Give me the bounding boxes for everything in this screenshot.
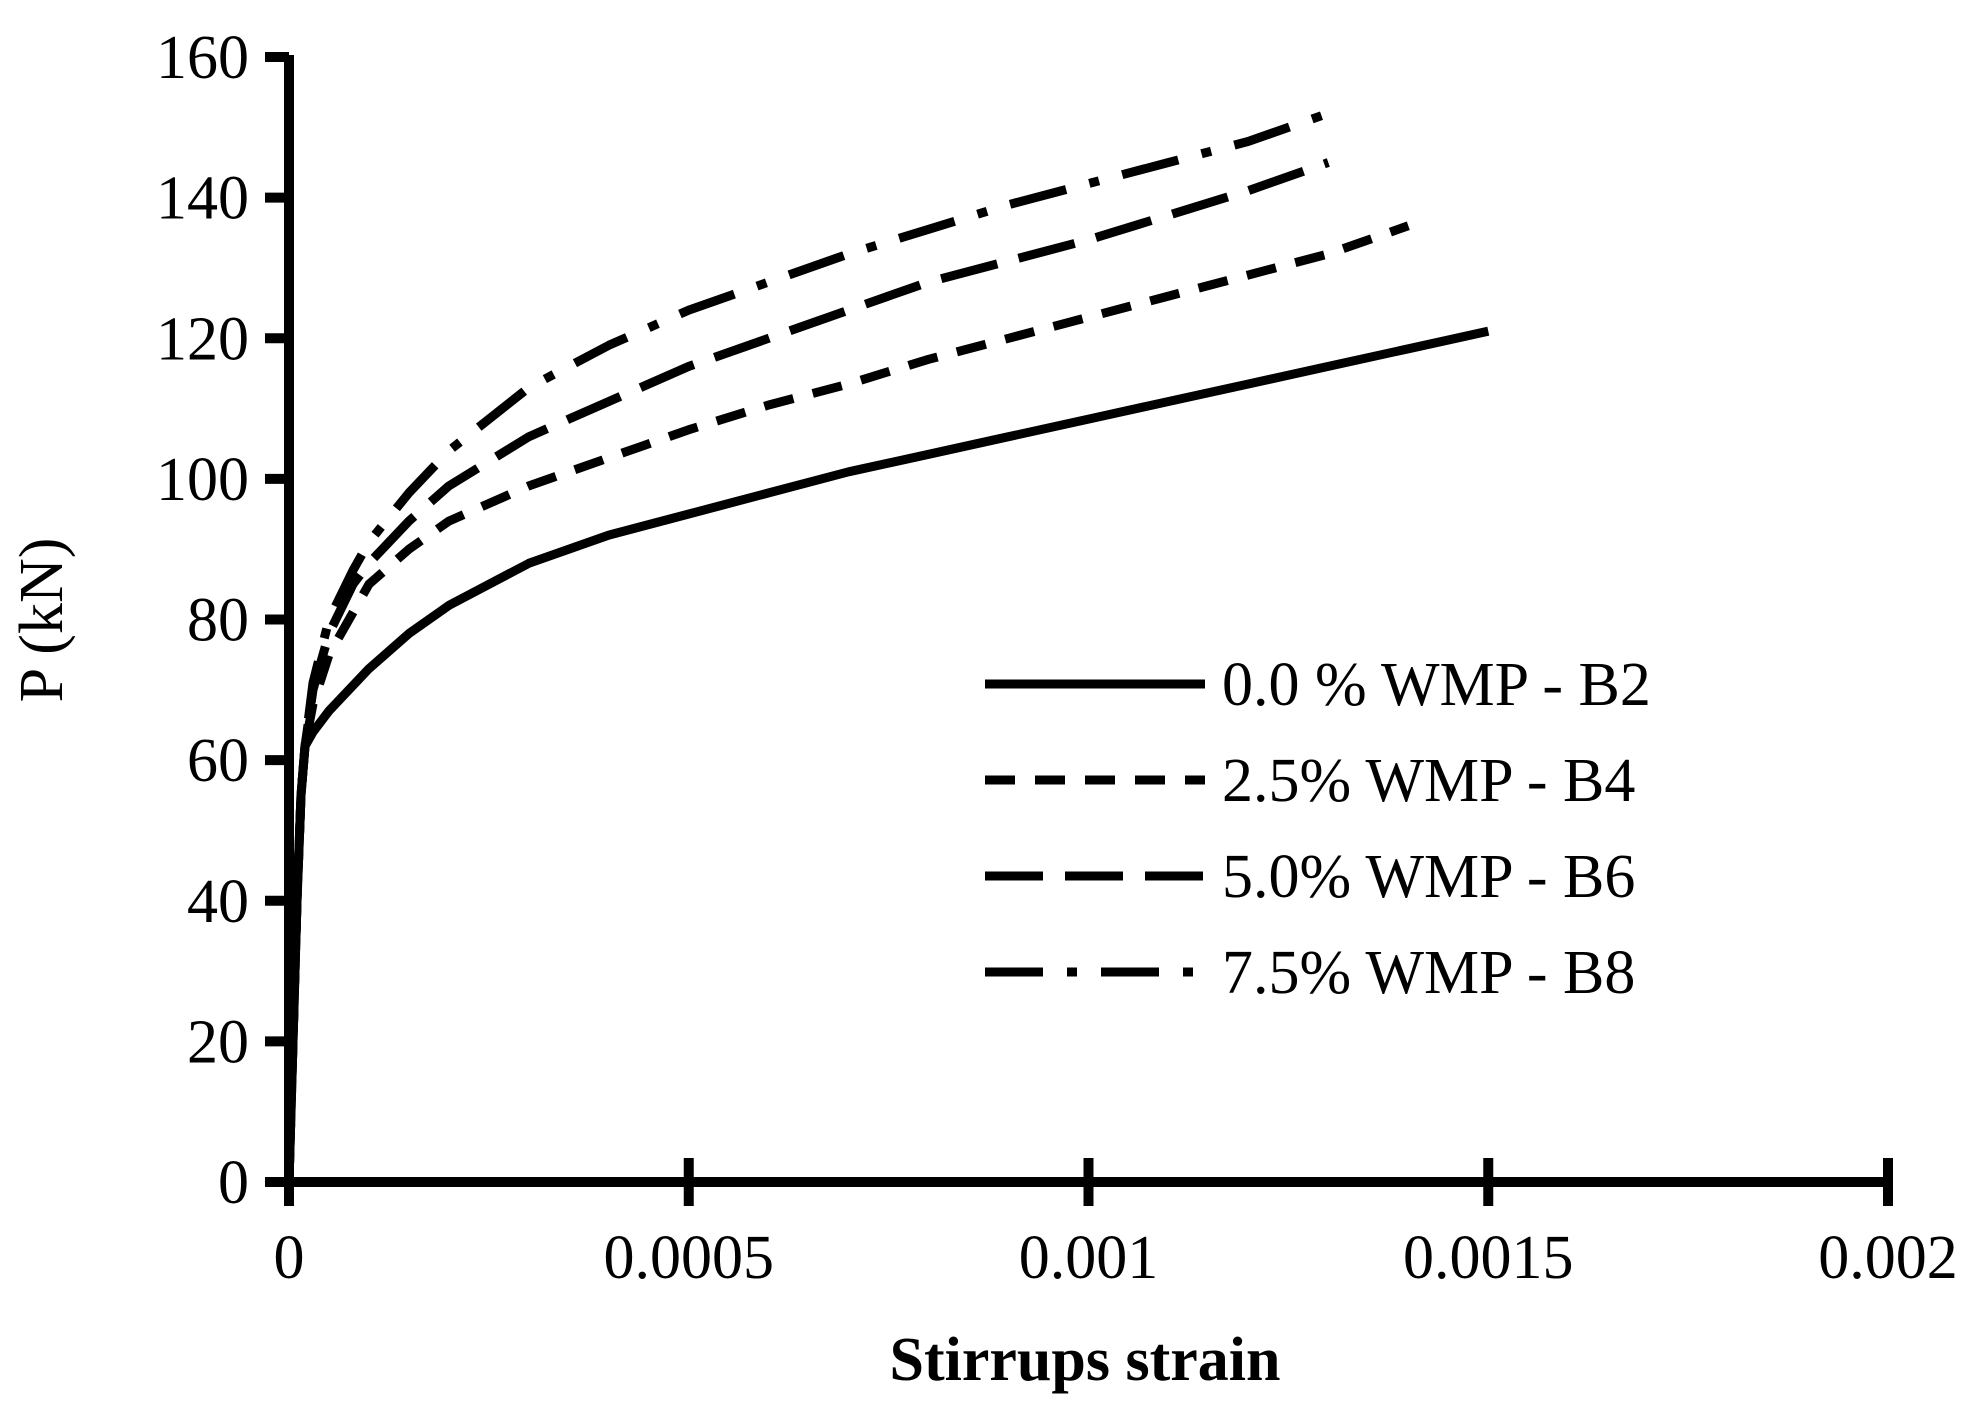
axes [284,55,1893,1187]
y-tick-label: 160 [156,24,249,92]
x-tick-label: 0.002 [1818,1224,1958,1292]
x-axis-label: Stirrups strain [890,1326,1281,1394]
x-tick-label: 0.0005 [604,1224,775,1292]
x-tick-label: 0.0015 [1403,1224,1574,1292]
y-tick-label: 20 [187,1008,249,1076]
x-tick-label: 0 [274,1224,305,1292]
legend-label-1: 0.0 % WMP - B2 [1222,651,1651,719]
y-axis-label: P (kN) [8,538,76,703]
legend: 0.0 % WMP - B2 2.5% WMP - B4 5.0% WMP - B6… [985,651,1651,1007]
y-tick-label: 80 [187,587,249,655]
legend-label-4: 7.5% WMP - B8 [1222,939,1635,1007]
y-tick-label: 100 [156,446,249,514]
legend-label-3: 5.0% WMP - B6 [1222,843,1635,911]
x-tick-label: 0.001 [1019,1224,1159,1292]
y-tick-label: 60 [187,727,249,795]
y-tick-label: 140 [156,165,249,233]
legend-label-2: 2.5% WMP - B4 [1222,747,1635,815]
ticks: 0 20 40 60 80 100 120 140 160 0 0.0005 0.001 0.0015 0… [156,24,1958,1292]
series-line-4 [284,109,1330,1183]
y-tick-label: 40 [187,868,249,936]
y-tick-label: 0 [218,1149,249,1217]
plot-lines [284,109,1490,1183]
y-tick-label: 120 [156,305,249,373]
series-line-3 [284,158,1330,1183]
